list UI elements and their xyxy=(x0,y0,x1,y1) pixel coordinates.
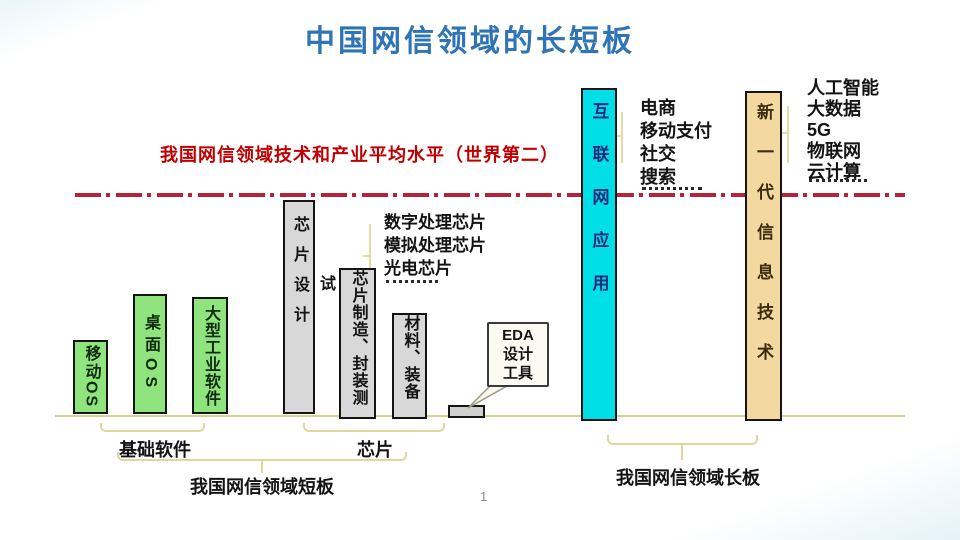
page-number: 1 xyxy=(480,489,488,504)
bar-newgen-it: 新一代信息技术 xyxy=(745,91,782,421)
chips-annotation-list: 数字处理芯片 模拟处理芯片 光电芯片 xyxy=(384,211,486,280)
bar-chip-design-label: 芯片设计 xyxy=(291,216,308,336)
eda-callout-line: 设计 xyxy=(502,346,533,363)
internet-annotation-list: 电商 移动支付 社交 搜索 xyxy=(640,97,712,189)
annotation-item: 5G xyxy=(807,120,832,140)
annotation-item: 光电芯片 xyxy=(384,259,452,278)
newgen-annotation-bracket xyxy=(781,106,789,163)
group-bracket-chip xyxy=(303,423,445,432)
annotation-item: 人工智能 xyxy=(807,78,879,98)
annotation-item: 物联网 xyxy=(807,141,861,161)
bar-desktop-os-label: 桌面OS xyxy=(142,314,159,394)
group-bracket-longboard-stem xyxy=(681,444,683,460)
group-label-longboard: 我国网信领域长板 xyxy=(616,468,760,488)
annotation-item: 大数据 xyxy=(807,99,861,119)
group-bracket-shortboard-stem xyxy=(261,460,263,473)
annotation-item: 社交 xyxy=(640,144,676,164)
bar-materials-equipment-label: 材料、装备 xyxy=(401,315,419,400)
bar-internet-apps-label: 互联网应用 xyxy=(589,102,609,317)
bar-chip-manufacturing: 芯片制造、封装测 xyxy=(339,268,376,419)
group-label-chip: 芯片 xyxy=(357,440,393,460)
bar-desktop-os: 桌面OS xyxy=(133,294,167,414)
eda-callout-box: EDA 设计 工具 xyxy=(487,322,549,387)
bar-industrial-software: 大型工业软件 xyxy=(192,297,228,414)
eda-callout-line: EDA xyxy=(502,327,534,344)
annotation-item: 搜索 xyxy=(640,167,676,187)
bar-industrial-software-label: 大型工业软件 xyxy=(202,304,219,407)
bar-eda-tools xyxy=(448,405,485,418)
newgen-annotation-list: 人工智能 大数据 5G 物联网 云计算 xyxy=(807,78,879,183)
bar-chip-design: 芯片设计 xyxy=(283,200,315,414)
bar-mobile-os: 移动OS xyxy=(73,340,108,414)
dotted-underline xyxy=(809,178,867,182)
bar-chip-manufacturing-label: 芯片制造、封装测 xyxy=(349,270,367,406)
bar-internet-apps: 互联网应用 xyxy=(581,88,617,421)
annotation-item: 电商 xyxy=(640,98,676,118)
annotation-item: 模拟处理芯片 xyxy=(384,236,486,255)
annotation-item: 数字处理芯片 xyxy=(384,213,486,232)
bar-newgen-it-label: 新一代信息技术 xyxy=(754,103,773,383)
group-label-software: 基础软件 xyxy=(119,440,191,460)
eda-callout-line: 工具 xyxy=(502,365,533,382)
dotted-underline xyxy=(386,279,438,283)
bar-mobile-os-label: 移动OS xyxy=(82,345,100,409)
chips-annotation-bracket xyxy=(363,224,371,293)
bar-materials-equipment: 材料、装备 xyxy=(392,313,427,419)
group-bracket-software xyxy=(100,423,205,432)
internet-annotation-bracket xyxy=(615,112,623,163)
benchmark-dashdot-line xyxy=(75,193,905,197)
benchmark-label: 我国网信领域技术和产业平均水平（世界第二） xyxy=(160,145,559,165)
annotation-item: 移动支付 xyxy=(640,121,712,141)
page-title: 中国网信领域的长短板 xyxy=(305,25,635,58)
dotted-underline xyxy=(642,186,702,190)
group-label-shortboard: 我国网信领域短板 xyxy=(190,477,334,497)
bar-chip-manufacturing-overflow-char: 试 xyxy=(320,276,337,293)
annotation-item: 云计算 xyxy=(807,162,861,182)
